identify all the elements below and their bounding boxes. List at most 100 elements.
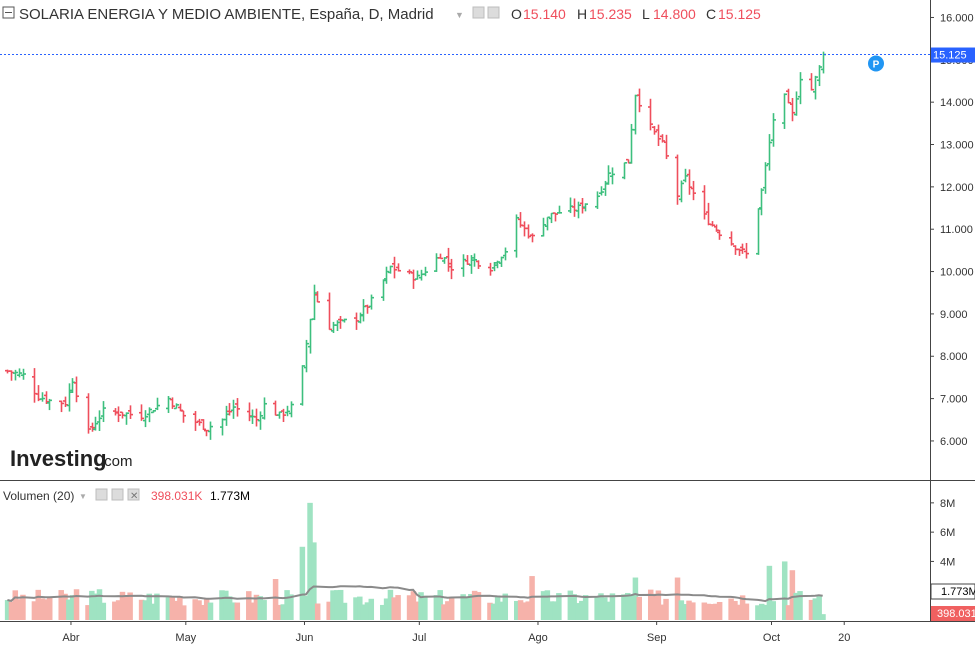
volume-visibility-icon[interactable] bbox=[95, 488, 108, 501]
volume-bar bbox=[743, 603, 750, 620]
ohlc-bar bbox=[227, 403, 232, 416]
ohlc-bar bbox=[691, 180, 696, 201]
volume-bar bbox=[448, 598, 455, 620]
settings-icon[interactable] bbox=[487, 6, 500, 19]
ohlc-bar bbox=[315, 291, 320, 303]
ohlc-bar bbox=[606, 165, 611, 185]
time-axis[interactable]: Abr May Jun Jul Ago Sep Oct 20 bbox=[62, 621, 850, 644]
volume-bar bbox=[709, 604, 715, 620]
volume-bar bbox=[169, 596, 175, 620]
ohlc-bar bbox=[782, 93, 787, 129]
volume-bar bbox=[556, 593, 562, 620]
price-bars bbox=[5, 51, 826, 440]
ohlc-bar bbox=[679, 180, 684, 203]
ohlc-bar bbox=[786, 88, 791, 104]
ohlc-bar bbox=[74, 376, 79, 403]
ohlc-bar bbox=[446, 247, 451, 272]
volume-bar bbox=[816, 596, 822, 620]
volume-bar bbox=[521, 602, 528, 620]
volume-bar bbox=[582, 595, 589, 620]
ohlc-bar bbox=[729, 231, 734, 246]
volume-axis[interactable]: 2M4M6M8M bbox=[930, 498, 955, 598]
ohlc-bar bbox=[166, 396, 171, 413]
volume-bar bbox=[609, 593, 616, 620]
volume-bar bbox=[380, 604, 386, 620]
symbol-dropdown-icon[interactable]: ▼ bbox=[455, 10, 464, 20]
volume-bar bbox=[66, 599, 72, 620]
volume-bar bbox=[690, 602, 696, 620]
ohlc-bar bbox=[86, 393, 91, 434]
volume-bar bbox=[311, 542, 317, 620]
ohlc-bar bbox=[392, 256, 397, 279]
ohlc-bar bbox=[675, 154, 680, 205]
volume-bar bbox=[154, 593, 160, 620]
volume-dropdown-icon[interactable]: ▼ bbox=[79, 492, 87, 501]
volume-bar bbox=[605, 601, 612, 620]
volume-bar bbox=[808, 599, 815, 620]
volume-bar bbox=[460, 594, 466, 620]
volume-bar bbox=[357, 596, 363, 620]
ohlc-bar bbox=[580, 198, 585, 214]
volume-bar bbox=[602, 597, 608, 620]
volume-bar bbox=[758, 603, 765, 620]
ohlc-bar bbox=[277, 411, 282, 419]
visibility-icon[interactable] bbox=[472, 6, 485, 19]
ohlc-bar bbox=[174, 403, 179, 410]
time-tick-label: Oct bbox=[763, 632, 780, 644]
ohlc-bar bbox=[472, 253, 477, 267]
volume-bar bbox=[433, 595, 440, 620]
ohlc-bar bbox=[476, 260, 481, 269]
ohlc-bar bbox=[407, 269, 412, 275]
volume-bar bbox=[663, 598, 669, 620]
ohlc-bar bbox=[664, 134, 669, 160]
ohlc-bar bbox=[514, 214, 519, 258]
volume-last-badge: 398.031K bbox=[931, 606, 975, 621]
volume-bar bbox=[781, 561, 788, 620]
volume-close-icon[interactable] bbox=[127, 488, 140, 501]
volume-bar bbox=[674, 577, 681, 620]
time-tick-label: May bbox=[175, 632, 196, 644]
symbol-legend[interactable]: SOLARIA ENERGIA Y MEDIO AMBIENTE, España… bbox=[2, 6, 761, 23]
volume-bar bbox=[567, 590, 574, 620]
volume-bar bbox=[223, 590, 229, 620]
volume-value-ma: 1.773M bbox=[210, 489, 250, 503]
last-price-badge: 15.125 bbox=[931, 47, 975, 63]
volume-bar bbox=[548, 601, 554, 620]
volume-bar bbox=[682, 604, 688, 620]
volume-bar bbox=[716, 601, 723, 620]
event-marker[interactable]: P bbox=[868, 55, 884, 72]
ohlc-bar bbox=[13, 369, 18, 381]
volume-bar bbox=[73, 589, 80, 620]
volume-bar bbox=[165, 597, 172, 620]
price-tick-label: 7.000 bbox=[940, 394, 968, 406]
volume-bar bbox=[414, 601, 420, 620]
volume-bar bbox=[360, 604, 367, 620]
volume-bar bbox=[514, 600, 520, 620]
time-tick-label: Jun bbox=[296, 632, 314, 644]
ohlc-bar bbox=[610, 167, 615, 185]
volume-bar bbox=[230, 602, 237, 620]
low-value: 14.800 bbox=[653, 6, 696, 22]
ohlc-bar bbox=[124, 412, 129, 425]
price-tick-label: 9.000 bbox=[940, 309, 968, 321]
volume-bar bbox=[299, 546, 306, 620]
ohlc-bar bbox=[656, 124, 661, 147]
volume-bar bbox=[127, 592, 133, 620]
volume-bar bbox=[43, 599, 49, 620]
volume-legend[interactable]: Volumen (20) ▼ ✕ 398.031K 1.773M bbox=[3, 488, 250, 503]
price-axis[interactable]: 6.000 7.000 8.000 9.000 10.000 11.000 12.000 13… bbox=[930, 12, 974, 448]
ohlc-bar bbox=[116, 406, 121, 423]
volume-bar bbox=[491, 603, 497, 620]
ohlc-bar bbox=[583, 203, 588, 212]
ohlc-bar bbox=[557, 205, 562, 214]
volume-bar bbox=[793, 592, 799, 620]
ohlc-bar bbox=[438, 253, 443, 260]
volume-bar bbox=[280, 604, 286, 620]
last-price-badge-text: 15.125 bbox=[933, 50, 967, 62]
price-pane[interactable] bbox=[0, 0, 930, 480]
volume-bar bbox=[39, 598, 45, 620]
volume-bar bbox=[395, 595, 401, 620]
volume-bar bbox=[762, 604, 769, 620]
ohlc-bar bbox=[369, 294, 374, 310]
volume-settings-icon[interactable] bbox=[111, 488, 124, 501]
